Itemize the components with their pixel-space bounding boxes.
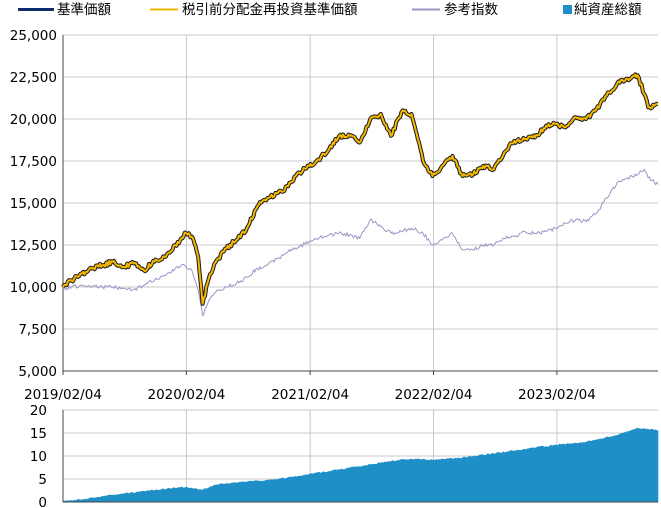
x-tick-label: 2020/02/04 <box>147 387 225 403</box>
x-axis-tick-labels: 2019/02/04 2020/02/04 2021/02/04 2022/02/04… <box>24 387 596 403</box>
y-tick-label: 5,000 <box>18 364 57 380</box>
x-tick-label: 2019/02/04 <box>24 387 102 403</box>
sub-y-tick-label: 0 <box>38 495 47 508</box>
y-tick-label: 17,500 <box>10 154 57 170</box>
y-tick-label: 25,000 <box>10 28 57 44</box>
price-plot: 5,000 7,500 10,000 12,500 15,000 17,500 20,000… <box>10 28 659 380</box>
legend-label-2: 参考指数 <box>444 1 498 18</box>
legend-label-1: 税引前分配金再投資基準価額 <box>182 1 358 18</box>
legend-label-0: 基準価額 <box>57 1 111 18</box>
y-tick-label: 15,000 <box>10 196 57 212</box>
sub-y-tick-label: 20 <box>30 403 47 419</box>
net-assets-area <box>62 427 659 503</box>
sub-y-tick-label: 15 <box>30 426 47 442</box>
reinvested-price-line-outline <box>61 72 659 306</box>
legend-label-3: 純資産総額 <box>574 2 642 18</box>
sub-y-tick-label: 10 <box>30 449 47 465</box>
y-tick-label: 10,000 <box>10 280 57 296</box>
net-assets-plot: 0 5 10 15 20 <box>30 403 659 508</box>
y-tick-label: 7,500 <box>18 322 57 338</box>
reinvested-price-line <box>62 73 659 305</box>
y-tick-label: 20,000 <box>10 112 57 128</box>
sub-y-tick-label: 5 <box>38 472 47 488</box>
y-tick-label: 12,500 <box>10 238 57 254</box>
x-tick-label: 2022/02/04 <box>395 387 473 403</box>
legend: 基準価額 税引前分配金再投資基準価額 参考指数 純資産総額 <box>18 1 642 18</box>
x-tick-label: 2021/02/04 <box>271 387 349 403</box>
legend-swatch-3 <box>563 5 572 14</box>
x-tick-label: 2023/02/04 <box>518 387 596 403</box>
y-tick-label: 22,500 <box>10 70 57 86</box>
reference-index-line <box>62 168 659 317</box>
